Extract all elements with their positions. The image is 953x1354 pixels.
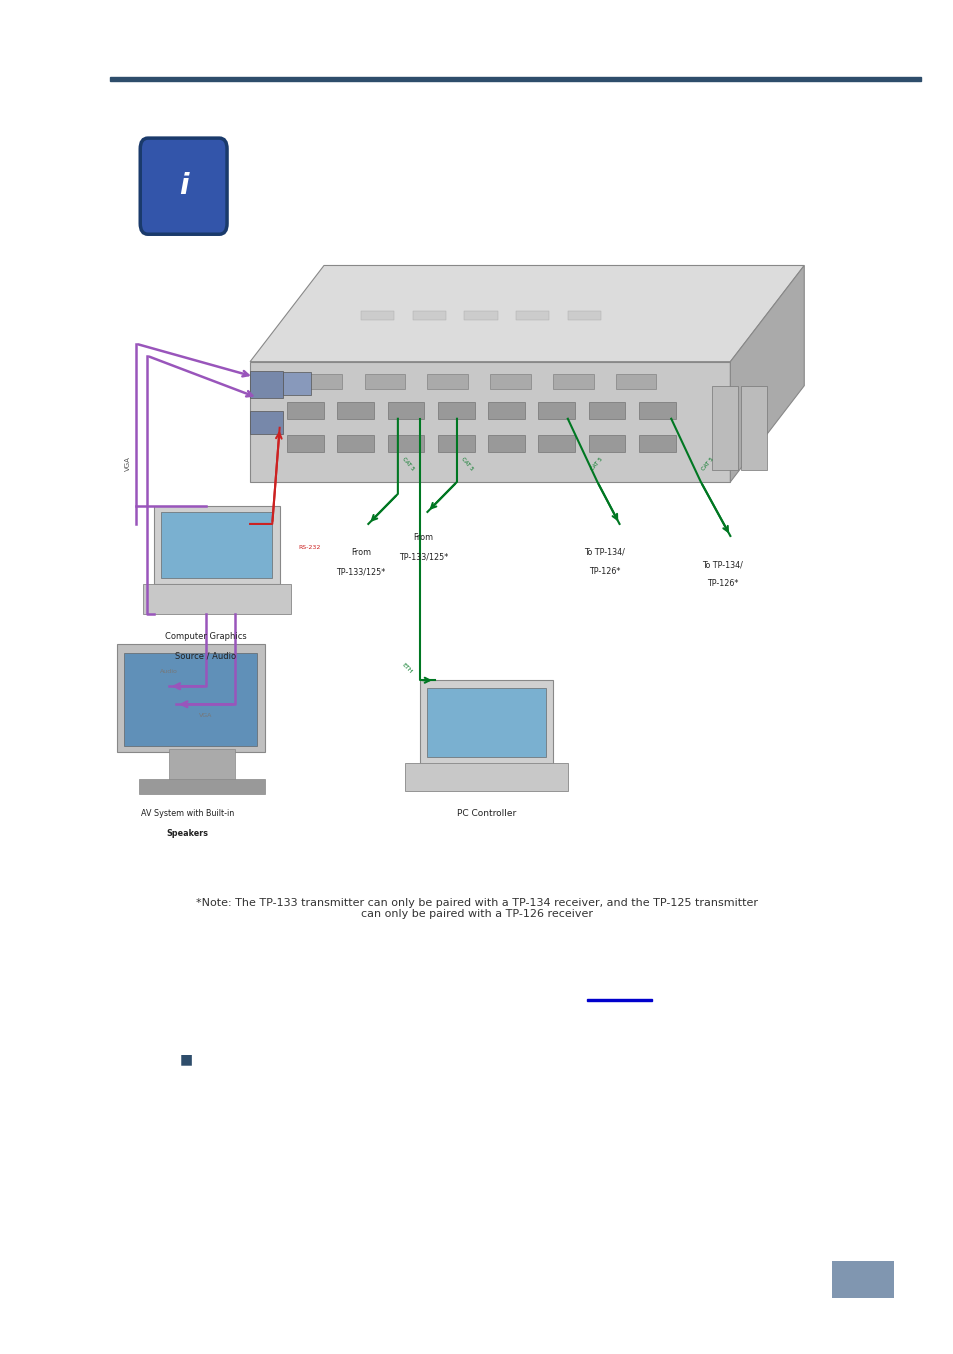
Text: VGA: VGA (125, 456, 132, 471)
Text: CAT 5: CAT 5 (700, 456, 714, 471)
Text: PC Controller: PC Controller (456, 810, 516, 818)
Bar (387, 435, 424, 452)
FancyBboxPatch shape (140, 138, 227, 234)
Bar (588, 435, 625, 452)
Bar (405, 762, 567, 792)
Bar (639, 435, 675, 452)
Bar (588, 402, 625, 418)
Bar (364, 374, 405, 389)
Bar (124, 653, 257, 746)
Bar (337, 435, 374, 452)
Text: CAT 5: CAT 5 (460, 456, 474, 471)
Polygon shape (730, 265, 803, 482)
Bar (387, 402, 424, 418)
Text: ■: ■ (179, 1052, 193, 1066)
Bar (169, 749, 235, 783)
Bar (337, 402, 374, 418)
Text: *Note: The TP-133 transmitter can only be paired with a TP-134 receiver, and the: *Note: The TP-133 transmitter can only b… (195, 898, 758, 919)
Text: To TP-134/: To TP-134/ (701, 561, 742, 569)
Polygon shape (250, 362, 730, 482)
Bar (110, 77, 920, 81)
Text: TP-133/125*: TP-133/125* (336, 567, 385, 577)
Text: TP-133/125*: TP-133/125* (398, 552, 448, 561)
Bar (301, 374, 342, 389)
Bar (250, 412, 283, 433)
Bar (537, 435, 575, 452)
Bar (250, 371, 283, 398)
Bar (488, 435, 524, 452)
Polygon shape (250, 265, 803, 362)
Text: Computer Graphics: Computer Graphics (165, 632, 247, 642)
Bar (831, 1261, 893, 1298)
Text: From: From (414, 533, 434, 542)
Text: Speakers: Speakers (166, 829, 208, 838)
Polygon shape (117, 645, 265, 753)
Bar (283, 372, 311, 395)
Text: From: From (351, 548, 371, 556)
Bar (287, 402, 324, 418)
Bar (360, 310, 394, 320)
Bar (488, 402, 524, 418)
Text: CAT 5: CAT 5 (401, 456, 415, 471)
Text: TP-126*: TP-126* (706, 580, 738, 588)
Text: AV System with Built-in: AV System with Built-in (140, 810, 233, 818)
Bar (427, 374, 468, 389)
Bar (740, 386, 766, 470)
Text: CAT 5: CAT 5 (589, 456, 603, 471)
Text: ETH: ETH (400, 662, 413, 674)
Bar (153, 506, 279, 584)
Bar (616, 374, 656, 389)
Text: TP-126*: TP-126* (588, 567, 619, 577)
Text: RS-232: RS-232 (297, 546, 320, 551)
Bar (437, 435, 475, 452)
Bar (639, 402, 675, 418)
Bar (143, 584, 291, 615)
Bar (413, 310, 445, 320)
Text: To TP-134/: To TP-134/ (583, 548, 624, 556)
Bar (553, 374, 593, 389)
Bar (567, 310, 600, 320)
Text: Source / Audio: Source / Audio (175, 651, 236, 661)
Bar (437, 402, 475, 418)
Bar (711, 386, 737, 470)
Bar (490, 374, 530, 389)
Bar (139, 780, 265, 795)
Bar (537, 402, 575, 418)
Bar (464, 310, 497, 320)
Bar (427, 688, 545, 757)
Bar (161, 512, 272, 578)
Bar (586, 999, 651, 1001)
Bar (419, 680, 553, 765)
Text: Audio: Audio (160, 669, 177, 674)
Bar (287, 435, 324, 452)
Text: VGA: VGA (199, 714, 213, 718)
Bar (516, 310, 549, 320)
Text: i: i (179, 172, 188, 200)
